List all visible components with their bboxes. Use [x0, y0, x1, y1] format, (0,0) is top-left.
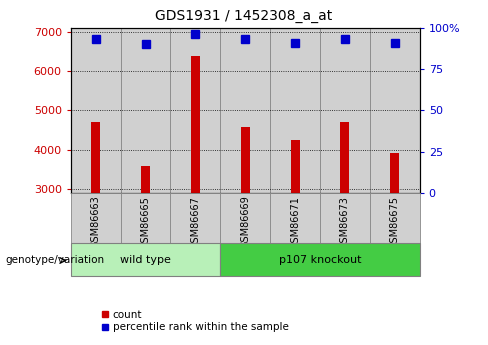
Text: GSM86671: GSM86671	[290, 196, 300, 249]
Text: GSM86669: GSM86669	[240, 196, 250, 248]
Text: GSM86673: GSM86673	[340, 196, 350, 249]
Bar	[170, 193, 220, 243]
Text: wild type: wild type	[120, 255, 171, 265]
Bar	[170, 28, 220, 193]
Bar	[121, 193, 170, 243]
Bar	[241, 127, 250, 193]
Text: genotype/variation: genotype/variation	[5, 256, 104, 265]
Bar	[370, 28, 420, 193]
Bar	[91, 122, 100, 193]
Bar	[220, 243, 420, 276]
Text: GSM86675: GSM86675	[390, 196, 400, 249]
Text: GDS1931 / 1452308_a_at: GDS1931 / 1452308_a_at	[155, 9, 333, 23]
Bar	[270, 193, 320, 243]
Bar	[71, 193, 121, 243]
Bar	[71, 28, 121, 193]
Bar	[370, 193, 420, 243]
Bar	[270, 28, 320, 193]
Bar	[341, 122, 349, 193]
Text: GSM86667: GSM86667	[190, 196, 201, 249]
Bar	[290, 140, 300, 193]
Text: GSM86665: GSM86665	[141, 196, 150, 249]
Bar	[71, 243, 220, 276]
Bar	[141, 166, 150, 193]
Bar	[121, 28, 170, 193]
Bar	[191, 56, 200, 193]
Bar	[220, 193, 270, 243]
Bar	[320, 28, 370, 193]
Bar	[220, 28, 270, 193]
Text: p107 knockout: p107 knockout	[279, 255, 361, 265]
Text: GSM86663: GSM86663	[91, 196, 101, 248]
Legend: count, percentile rank within the sample: count, percentile rank within the sample	[98, 306, 292, 336]
Bar	[390, 153, 399, 193]
Bar	[320, 193, 370, 243]
